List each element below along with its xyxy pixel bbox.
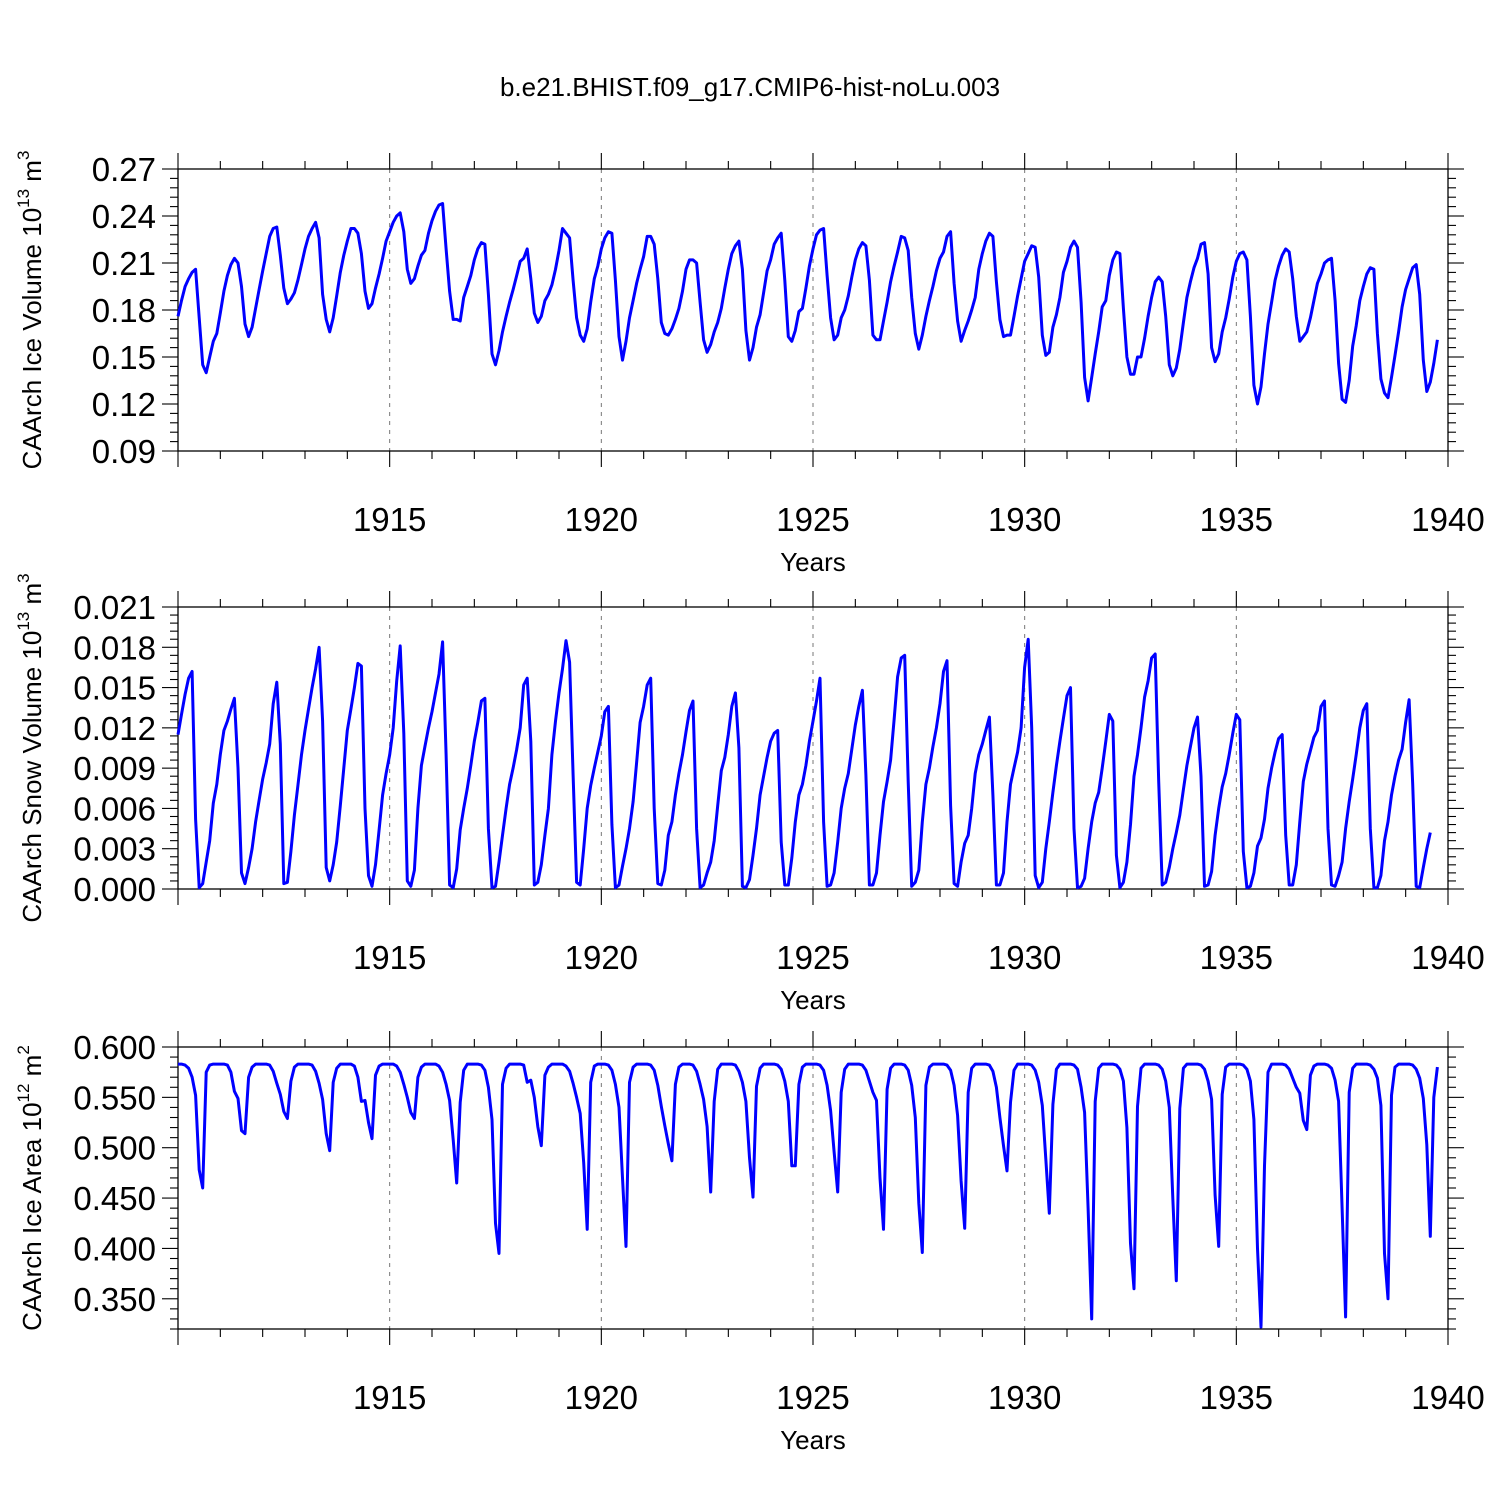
y-tick-label: 0.21 xyxy=(92,245,156,282)
figure-title: b.e21.BHIST.f09_g17.CMIP6-hist-noLu.003 xyxy=(500,72,1000,102)
x-tick-label: 1935 xyxy=(1200,939,1273,976)
y-axis-label-part: m xyxy=(17,1055,47,1084)
y-tick-label: 0.400 xyxy=(73,1230,156,1267)
x-tick-label: 1915 xyxy=(353,1379,426,1416)
x-tick-label: 1915 xyxy=(353,939,426,976)
y-tick-label: 0.009 xyxy=(73,750,156,787)
x-tick-label: 1935 xyxy=(1200,1379,1273,1416)
y-axis-label-part: 13 xyxy=(14,612,33,631)
x-axis-label: Years xyxy=(780,985,846,1015)
y-tick-label: 0.600 xyxy=(73,1029,156,1066)
y-tick-label: 0.500 xyxy=(73,1130,156,1167)
x-tick-label: 1920 xyxy=(565,1379,638,1416)
y-axis-label-part: 3 xyxy=(14,573,33,582)
y-tick-label: 0.003 xyxy=(73,831,156,868)
x-tick-label: 1940 xyxy=(1411,501,1484,538)
y-tick-label: 0.350 xyxy=(73,1281,156,1318)
y-tick-label: 0.018 xyxy=(73,629,156,666)
y-tick-label: 0.006 xyxy=(73,790,156,827)
chart-panel-1: 0.09 0.12 0.15 0.18 0.21 0.24 0.27 1915 1920 1925… xyxy=(14,151,1485,577)
y-axis-label-part: CAArch Ice Area 10 xyxy=(17,1102,47,1330)
x-tick-label: 1940 xyxy=(1411,1379,1484,1416)
y-axis-label-part: m xyxy=(17,160,47,189)
y-tick-label: 0.27 xyxy=(92,151,156,188)
x-axis-label: Years xyxy=(780,547,846,577)
x-tick-label: 1925 xyxy=(776,501,849,538)
panels: 0.09 0.12 0.15 0.18 0.21 0.24 0.27 1915 1920 1925… xyxy=(14,151,1485,1455)
y-tick-label: 0.012 xyxy=(73,710,156,747)
y-axis-label-part: CAArch Ice Volume 10 xyxy=(17,208,47,470)
y-axis-label: CAArch Ice Area 1012 m2 xyxy=(14,1045,47,1331)
y-tick-label: 0.12 xyxy=(92,386,156,423)
series-line xyxy=(178,1062,1439,1329)
y-tick-label: 0.015 xyxy=(73,670,156,707)
plot-frame xyxy=(177,168,1449,452)
x-tick-label: 1930 xyxy=(988,939,1061,976)
x-tick-label: 1920 xyxy=(565,939,638,976)
y-axis-label: CAArch Ice Volume 1013 m3 xyxy=(14,151,47,470)
y-tick-label: 0.18 xyxy=(92,292,156,329)
y-tick-label: 0.021 xyxy=(73,589,156,626)
series-line xyxy=(176,637,1432,890)
y-axis-label-part: 12 xyxy=(14,1084,33,1103)
x-axis-label: Years xyxy=(780,1425,846,1455)
y-axis-label-part: CAArch Snow Volume 10 xyxy=(17,631,47,923)
x-tick-label: 1925 xyxy=(776,939,849,976)
x-tick-label: 1915 xyxy=(353,501,426,538)
y-tick-label: 0.550 xyxy=(73,1079,156,1116)
plot-frame xyxy=(177,1046,1449,1330)
y-axis-label-part: 13 xyxy=(14,189,33,208)
series-line xyxy=(176,202,1439,406)
x-tick-label: 1930 xyxy=(988,501,1061,538)
y-axis-label: CAArch Snow Volume 1013 m3 xyxy=(14,573,47,922)
x-tick-label: 1935 xyxy=(1200,501,1273,538)
y-tick-label: 0.000 xyxy=(73,871,156,908)
y-tick-label: 0.09 xyxy=(92,433,156,470)
y-axis-label-part: 3 xyxy=(14,151,33,160)
y-tick-label: 0.24 xyxy=(92,198,156,235)
y-tick-label: 0.450 xyxy=(73,1180,156,1217)
y-axis-label-part: 2 xyxy=(14,1045,33,1054)
y-tick-label: 0.15 xyxy=(92,339,156,376)
chart-panel-3: 0.350 0.400 0.450 0.500 0.550 0.600 1915 1920 19… xyxy=(14,1029,1485,1455)
x-tick-label: 1920 xyxy=(565,501,638,538)
x-tick-label: 1925 xyxy=(776,1379,849,1416)
y-axis-label-part: m xyxy=(17,583,47,612)
x-tick-label: 1930 xyxy=(988,1379,1061,1416)
x-tick-label: 1940 xyxy=(1411,939,1484,976)
